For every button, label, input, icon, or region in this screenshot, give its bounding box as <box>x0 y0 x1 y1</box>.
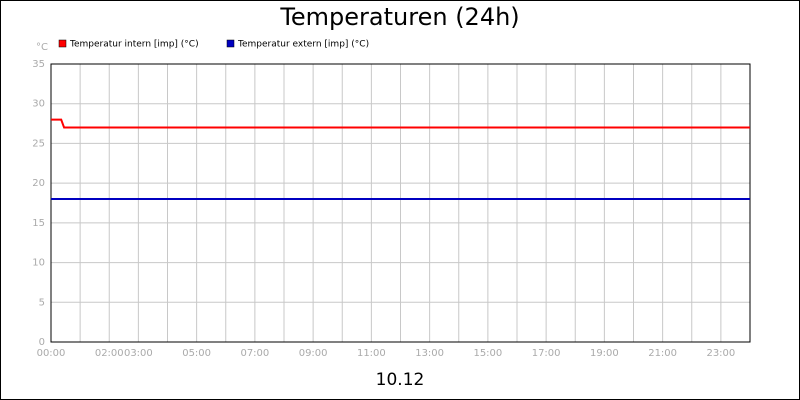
legend-swatch <box>226 39 235 48</box>
x-tick-label: 17:00 <box>532 348 561 359</box>
y-tick-label: 10 <box>32 258 45 269</box>
y-tick-label: 5 <box>39 297 45 308</box>
x-tick-label: 15:00 <box>473 348 502 359</box>
y-tick-label: 25 <box>32 138 45 149</box>
legend-label: Temperatur intern [imp] (°C) <box>69 40 199 50</box>
y-tick-label: 0 <box>39 337 45 348</box>
chart-title: Temperaturen (24h) <box>279 3 519 31</box>
y-tick-label: 35 <box>32 59 45 70</box>
x-tick-label: 13:00 <box>415 348 444 359</box>
x-tick-label: 21:00 <box>648 348 677 359</box>
legend-label: Temperatur extern [imp] (°C) <box>237 40 369 50</box>
plot-border <box>50 63 751 343</box>
x-tick-label: 00:00 <box>37 348 66 359</box>
x-tick-label: 19:00 <box>590 348 619 359</box>
y-tick-label: 20 <box>32 178 45 189</box>
x-tick-label: 02:00 <box>95 348 124 359</box>
x-axis-label: 10.12 <box>376 370 425 390</box>
x-tick-label: 05:00 <box>182 348 211 359</box>
x-tick-label: 11:00 <box>357 348 386 359</box>
y-axis-label: °C <box>36 42 48 53</box>
y-tick-label: 30 <box>32 99 45 110</box>
x-tick-label: 09:00 <box>299 348 328 359</box>
y-tick-label: 15 <box>32 218 45 229</box>
x-tick-label: 03:00 <box>124 348 153 359</box>
line <box>51 118 750 129</box>
x-tick-label: 23:00 <box>706 348 735 359</box>
legend-swatch <box>58 39 67 48</box>
x-tick-label: 07:00 <box>240 348 269 359</box>
